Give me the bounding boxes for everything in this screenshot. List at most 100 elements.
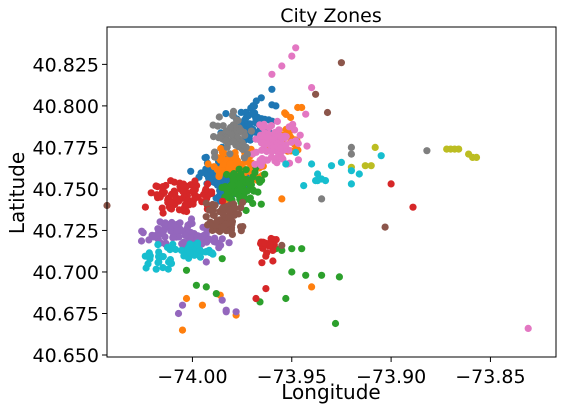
data-point — [218, 296, 226, 304]
data-point — [249, 173, 257, 181]
x-tick-label: −73.90 — [356, 366, 426, 388]
data-point — [154, 225, 162, 233]
data-point — [229, 181, 237, 189]
data-point — [255, 175, 263, 183]
data-point — [165, 258, 173, 266]
data-point — [266, 241, 274, 249]
data-point — [223, 170, 231, 179]
data-point — [215, 171, 223, 179]
y-tick-label: 40.800 — [33, 96, 99, 118]
x-tick-label: −74.00 — [157, 366, 227, 388]
data-point — [202, 258, 210, 266]
data-point — [308, 283, 316, 291]
data-point — [142, 264, 150, 272]
data-point — [170, 187, 178, 195]
data-point — [154, 241, 162, 249]
data-point — [175, 206, 183, 214]
data-point — [215, 133, 223, 141]
data-point — [161, 219, 169, 227]
data-point — [214, 122, 222, 130]
data-point — [248, 109, 256, 117]
data-point — [206, 218, 214, 226]
data-point — [267, 122, 276, 130]
data-point — [314, 177, 322, 185]
data-point — [226, 150, 234, 158]
data-point — [159, 209, 167, 217]
data-point — [243, 187, 251, 195]
data-point — [150, 233, 158, 241]
data-point — [278, 195, 286, 203]
data-point — [196, 246, 204, 254]
data-point — [230, 176, 238, 184]
data-point — [337, 59, 345, 67]
data-point — [227, 213, 235, 221]
data-point — [203, 238, 211, 246]
data-point — [292, 44, 300, 52]
data-point — [169, 240, 177, 248]
data-point — [242, 166, 250, 174]
data-point — [298, 103, 306, 112]
data-point — [196, 253, 204, 261]
data-point — [160, 188, 168, 196]
x-tick-label: −73.85 — [455, 366, 525, 388]
data-point — [190, 187, 198, 195]
points-layer — [103, 44, 532, 334]
data-point — [211, 234, 219, 242]
data-point — [472, 153, 481, 161]
data-point — [204, 160, 212, 168]
data-point — [261, 170, 269, 178]
data-point — [387, 180, 395, 188]
data-point — [259, 158, 267, 166]
data-point — [263, 140, 271, 148]
plot-area-frame — [106, 26, 557, 358]
data-point — [377, 152, 385, 160]
data-point — [141, 203, 149, 211]
data-point — [239, 223, 247, 231]
data-point — [188, 219, 196, 228]
data-point — [229, 111, 237, 120]
data-point — [202, 153, 210, 161]
data-point — [170, 178, 178, 186]
data-point — [278, 62, 286, 70]
data-point — [228, 219, 236, 227]
data-point — [180, 252, 188, 260]
y-tick-label: 40.675 — [33, 303, 99, 325]
data-point — [282, 294, 290, 303]
data-point — [250, 187, 258, 195]
data-point — [175, 195, 183, 203]
y-tick-label: 40.650 — [33, 345, 99, 367]
data-point — [166, 204, 174, 212]
data-point — [173, 227, 181, 235]
y-tick-label: 40.775 — [33, 137, 99, 159]
data-point — [211, 148, 219, 156]
data-point — [288, 245, 296, 253]
data-point — [242, 206, 250, 215]
data-point — [312, 90, 320, 98]
data-point — [331, 319, 340, 328]
data-point — [347, 167, 355, 175]
data-point — [237, 170, 245, 178]
data-point — [209, 211, 217, 219]
data-point — [176, 219, 184, 227]
data-point — [155, 258, 163, 266]
data-point — [192, 281, 200, 289]
data-point — [217, 241, 225, 249]
data-point — [281, 109, 289, 117]
data-point — [289, 120, 297, 128]
data-point — [220, 223, 228, 231]
data-point — [161, 233, 169, 241]
data-point — [282, 141, 290, 149]
data-point — [298, 245, 306, 253]
data-point — [212, 290, 220, 298]
x-tick-label: −73.95 — [257, 366, 327, 388]
data-point — [269, 246, 277, 254]
y-tick-label: 40.825 — [33, 54, 99, 76]
data-point — [232, 158, 241, 166]
data-point — [217, 144, 225, 153]
data-point — [159, 264, 167, 272]
data-point — [218, 255, 226, 263]
data-point — [337, 158, 345, 166]
data-point — [240, 154, 248, 162]
data-point — [155, 248, 163, 256]
data-point — [300, 182, 308, 190]
